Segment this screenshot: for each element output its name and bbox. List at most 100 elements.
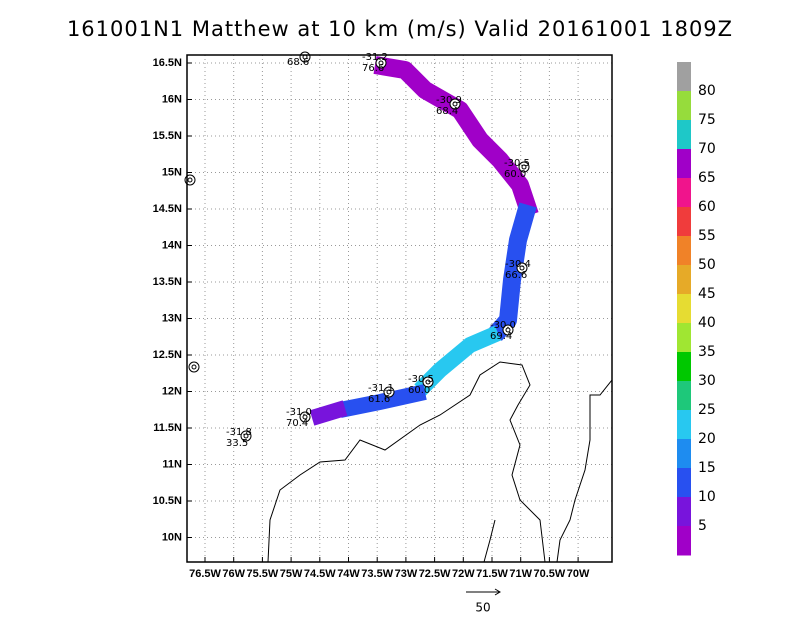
storm-label: -30.4 — [505, 259, 531, 270]
storm-center-inner — [519, 265, 525, 271]
colorbar-cell — [677, 526, 691, 556]
lon-label: 72.5W — [419, 568, 451, 580]
lon-label: 71W — [509, 568, 532, 580]
lat-label: 14N — [162, 239, 182, 251]
lon-label: 73.5W — [361, 568, 393, 580]
grid — [187, 55, 612, 562]
colorbar-label: 5 — [698, 518, 707, 534]
colorbar-label: 10 — [698, 489, 716, 505]
colorbar-label: 20 — [698, 431, 716, 447]
lat-label: 11.5N — [153, 422, 182, 434]
storm-label: 60.0 — [504, 169, 526, 180]
lat-label: 10N — [162, 531, 182, 543]
storm-label: 70.4 — [286, 418, 308, 429]
storm-center — [375, 57, 387, 69]
lon-label: 76W — [222, 568, 245, 580]
storm-label: 60.0 — [408, 385, 430, 396]
storm-center-inner — [452, 101, 458, 107]
colorbar-cell — [677, 207, 691, 237]
colorbar-cell — [677, 352, 691, 382]
colorbar-cell — [677, 265, 691, 295]
storm-center — [502, 324, 514, 336]
colorbar-cell — [677, 178, 691, 208]
colorbar-label: 40 — [698, 315, 716, 331]
storm-center — [449, 98, 461, 110]
lat-label: 15N — [162, 166, 182, 178]
swath-blue — [488, 202, 537, 341]
storm-label: -31.1 — [368, 383, 394, 394]
colorbar-label: 30 — [698, 373, 716, 389]
colorbar-cell — [677, 236, 691, 266]
storm-label: 61.6 — [368, 394, 390, 405]
lat-label: 14.5N — [153, 203, 182, 215]
lat-label: 13.5N — [153, 276, 182, 288]
lat-label: 16.5N — [153, 57, 182, 69]
lat-label: 10.5N — [153, 495, 182, 507]
storm-center — [383, 386, 395, 398]
storm-label: -30.9 — [436, 95, 462, 106]
storm-label: -31.2 — [362, 52, 388, 63]
storm-center-inner — [378, 60, 384, 66]
lon-label: 72W — [452, 568, 475, 580]
storm-center-inner — [191, 364, 197, 370]
colorbar-cell — [677, 323, 691, 353]
colorbar-label: 60 — [698, 199, 716, 215]
storm-center — [299, 411, 311, 423]
storm-label: -31.8 — [226, 427, 252, 438]
colorbar-cell — [677, 497, 691, 527]
lat-label: 15.5N — [153, 130, 182, 142]
colorbar-label: 50 — [698, 257, 716, 273]
lon-label: 73W — [395, 568, 418, 580]
lon-label: 74W — [337, 568, 360, 580]
storm-label: 66.6 — [505, 270, 527, 281]
lon-label: 70.5W — [534, 568, 566, 580]
colorbar-label: 75 — [698, 112, 716, 128]
colorbar-label: 25 — [698, 402, 716, 418]
colorbar-cell — [677, 410, 691, 440]
swath-purple — [373, 56, 539, 218]
colorbar-label: 65 — [698, 170, 716, 186]
storm-label: 68.4 — [436, 106, 458, 117]
colorbar-label: 70 — [698, 141, 716, 157]
storm-label: -30.0 — [490, 320, 516, 331]
storm-center-inner — [187, 177, 193, 183]
storm-label: 69.4 — [490, 331, 512, 342]
colorbar-cell — [677, 294, 691, 324]
storm-label: 76.6 — [362, 63, 384, 74]
lat-label: 12N — [162, 385, 182, 397]
scale-label: 50 — [475, 601, 490, 615]
storm-markers: -31.276.668.6-30.968.4-30.560.0-30.466.6… — [184, 51, 531, 449]
storm-center — [516, 262, 528, 274]
storm-center-inner — [243, 433, 249, 439]
storm-center-inner — [505, 327, 511, 333]
colorbar: 80 75 70 65 60 55 50 45 40 35 30 25 20 15 10 5 — [677, 62, 716, 556]
colorbar-label: 15 — [698, 460, 716, 476]
lon-label: 75.5W — [247, 568, 279, 580]
storm-label: -30.5 — [504, 158, 530, 169]
colorbar-label: 55 — [698, 228, 716, 244]
storm-label: -30.5 — [408, 374, 434, 385]
storm-center-inner — [521, 164, 527, 170]
colorbar-cell — [677, 62, 691, 92]
colorbar-label: 80 — [698, 83, 716, 99]
swath-blue-2 — [338, 384, 427, 418]
lat-label: 16N — [162, 93, 182, 105]
lat-label: 12.5N — [153, 349, 182, 361]
lon-label: 75W — [280, 568, 303, 580]
scale-arrow-head — [494, 588, 501, 596]
lat-label: 13N — [162, 312, 182, 324]
coastlines — [267, 361, 613, 563]
lat-label: 11N — [162, 458, 182, 470]
colorbar-cell — [677, 91, 691, 121]
colorbar-label: 45 — [698, 286, 716, 302]
lon-label: 71.5W — [476, 568, 508, 580]
storm-center-inner — [302, 414, 308, 420]
storm-label: 68.6 — [287, 57, 309, 68]
lon-label: 76.5W — [189, 568, 221, 580]
storm-center — [422, 376, 434, 388]
storm-center — [240, 430, 252, 442]
lon-label: 74.5W — [304, 568, 336, 580]
storm-center-inner — [425, 379, 431, 385]
colorbar-cell — [677, 468, 691, 498]
